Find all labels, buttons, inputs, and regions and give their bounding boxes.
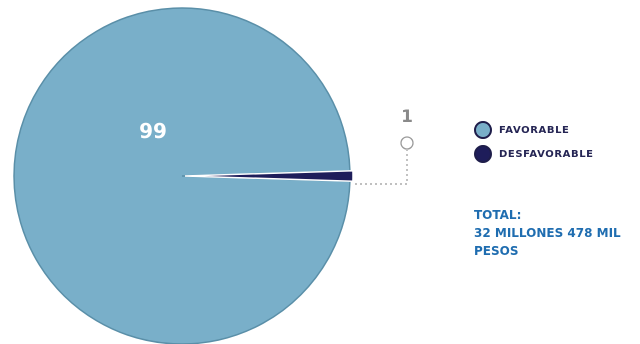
data-label-favorable: 99 — [139, 119, 167, 143]
leader-line — [355, 150, 408, 185]
legend-label-favorable: FAVORABLE — [499, 124, 570, 136]
total-annotation: TOTAL: 32 MILLONES 478 MIL PESOS — [474, 206, 640, 260]
legend-swatch-favorable — [474, 121, 492, 139]
data-label-desfavorable: 1 — [401, 107, 413, 127]
total-amount-line2: PESOS — [474, 244, 519, 258]
legend-item-favorable: FAVORABLE — [474, 120, 594, 140]
total-title: TOTAL: — [474, 208, 522, 222]
legend-item-desfavorable: DESFAVORABLE — [474, 144, 594, 164]
legend-label-desfavorable: DESFAVORABLE — [499, 148, 594, 160]
pie-slice-favorable — [13, 7, 351, 344]
total-amount-line1: 32 MILLONES 478 MIL — [474, 226, 621, 240]
pie-slice-desfavorable — [184, 169, 354, 183]
legend: FAVORABLE DESFAVORABLE — [474, 120, 594, 168]
legend-swatch-desfavorable — [474, 145, 492, 163]
leader-marker — [400, 136, 414, 150]
